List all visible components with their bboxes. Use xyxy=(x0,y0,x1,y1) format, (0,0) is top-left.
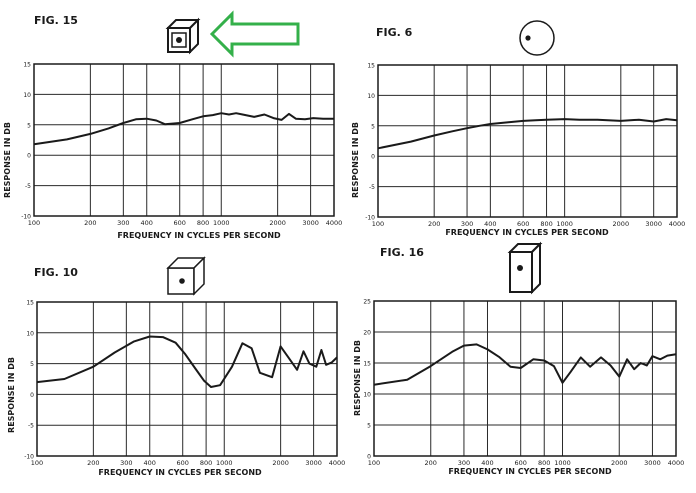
y-tick-label: 15 xyxy=(26,300,34,307)
x-tick-label: 200 xyxy=(84,219,96,227)
y-tick-label: 10 xyxy=(363,392,371,399)
x-axis-label: FREQUENCY IN CYCLES PER SECOND xyxy=(98,468,262,477)
x-tick-label: 1000 xyxy=(556,220,573,228)
y-tick-label: -5 xyxy=(369,184,375,191)
plot-frame xyxy=(373,300,677,457)
chart-fig-16: FIG. 16 RESPONSE IN DB FREQUENCY IN CYCL… xyxy=(353,246,684,476)
y-tick-label: 0 xyxy=(30,392,34,399)
response-curve xyxy=(373,343,677,386)
x-tick-label: 400 xyxy=(484,220,496,228)
y-axis-label: RESPONSE IN DB xyxy=(351,122,360,198)
y-tick-label: -10 xyxy=(365,215,375,222)
x-tick-label: 800 xyxy=(540,220,552,228)
cube-enclosure-icon xyxy=(166,256,206,296)
y-tick-label: 5 xyxy=(367,423,371,430)
chart-title: FIG. 6 xyxy=(376,26,413,39)
x-tick-label: 4000 xyxy=(669,220,686,228)
y-tick-label: 10 xyxy=(367,93,375,100)
grid xyxy=(36,301,338,457)
grid xyxy=(33,63,335,217)
y-tick-label: -5 xyxy=(25,183,31,190)
cube-enclosure-icon xyxy=(165,17,201,55)
y-tick-label: 15 xyxy=(363,361,371,368)
y-tick-label: -10 xyxy=(21,214,31,221)
x-tick-label: 400 xyxy=(481,459,493,467)
plot-frame xyxy=(377,64,678,218)
x-tick-label: 100 xyxy=(28,219,40,227)
x-tick-label: 3000 xyxy=(645,220,662,228)
x-tick-label: 1000 xyxy=(216,459,233,467)
y-tick-label: 5 xyxy=(27,122,31,129)
y-tick-label: -5 xyxy=(28,423,34,430)
x-tick-label: 600 xyxy=(174,219,186,227)
x-tick-label: 100 xyxy=(368,459,380,467)
y-tick-label: -10 xyxy=(24,454,34,461)
x-tick-label: 300 xyxy=(461,220,473,228)
x-tick-label: 800 xyxy=(538,459,550,467)
x-tick-label: 2000 xyxy=(613,220,630,228)
y-axis-label: RESPONSE IN DB xyxy=(353,340,362,416)
x-tick-label: 3000 xyxy=(305,459,322,467)
x-tick-label: 4000 xyxy=(326,219,343,227)
plot-frame xyxy=(33,63,335,217)
x-tick-label: 4000 xyxy=(668,459,685,467)
x-tick-label: 300 xyxy=(117,219,129,227)
x-tick-label: 300 xyxy=(458,459,470,467)
x-tick-label: 400 xyxy=(144,459,156,467)
x-tick-label: 300 xyxy=(120,459,132,467)
chart-title: FIG. 10 xyxy=(34,266,78,279)
y-tick-label: 5 xyxy=(30,361,34,368)
x-tick-label: 800 xyxy=(197,219,209,227)
x-tick-label: 800 xyxy=(200,459,212,467)
y-tick-label: 0 xyxy=(371,154,375,161)
chart-title: FIG. 15 xyxy=(34,14,78,27)
x-tick-label: 3000 xyxy=(644,459,661,467)
green-arrow-icon xyxy=(209,10,300,58)
y-tick-label: 20 xyxy=(363,330,371,337)
x-tick-label: 2000 xyxy=(611,459,628,467)
response-curve xyxy=(36,335,338,388)
x-tick-label: 3000 xyxy=(302,219,319,227)
x-tick-label: 2000 xyxy=(269,219,286,227)
y-axis-label: RESPONSE IN DB xyxy=(7,357,16,433)
x-tick-label: 100 xyxy=(372,220,384,228)
x-tick-label: 600 xyxy=(517,220,529,228)
y-tick-label: 15 xyxy=(367,63,375,70)
x-tick-label: 1000 xyxy=(554,459,571,467)
x-tick-label: 2000 xyxy=(272,459,289,467)
y-tick-label: 5 xyxy=(371,123,375,130)
sphere-enclosure-icon xyxy=(519,20,555,56)
y-tick-label: 10 xyxy=(23,92,31,99)
x-tick-label: 4000 xyxy=(329,459,346,467)
x-tick-label: 1000 xyxy=(213,219,230,227)
chart-fig-15: FIG. 15 RESPONSE IN DB FREQUENCY IN CYCL… xyxy=(3,14,342,240)
y-axis-label: RESPONSE IN DB xyxy=(3,122,12,198)
x-axis-label: FREQUENCY IN CYCLES PER SECOND xyxy=(448,467,612,476)
response-curve xyxy=(33,112,334,146)
x-tick-label: 600 xyxy=(514,459,526,467)
plot-frame xyxy=(36,301,338,457)
y-tick-label: 10 xyxy=(26,330,34,337)
x-tick-label: 200 xyxy=(87,459,99,467)
x-axis-label: FREQUENCY IN CYCLES PER SECOND xyxy=(117,231,281,240)
x-tick-label: 200 xyxy=(428,220,440,228)
y-tick-label: 0 xyxy=(367,454,371,461)
y-tick-label: 0 xyxy=(27,153,31,160)
y-tick-label: 25 xyxy=(363,299,371,306)
response-curve xyxy=(377,118,678,150)
chart-fig-6: FIG. 6 RESPONSE IN DB FREQUENCY IN CYCLE… xyxy=(351,26,685,237)
x-tick-label: 600 xyxy=(177,459,189,467)
chart-title: FIG. 16 xyxy=(380,246,424,259)
grid xyxy=(377,64,678,218)
x-tick-label: 400 xyxy=(141,219,153,227)
x-tick-label: 100 xyxy=(31,459,43,467)
x-axis-label: FREQUENCY IN CYCLES PER SECOND xyxy=(445,228,609,237)
x-tick-label: 200 xyxy=(425,459,437,467)
tall-box-enclosure-icon xyxy=(507,241,543,295)
y-tick-label: 15 xyxy=(23,62,31,69)
grid xyxy=(373,300,677,457)
chart-fig-10: FIG. 10 RESPONSE IN DB FREQUENCY IN CYCL… xyxy=(7,266,345,477)
